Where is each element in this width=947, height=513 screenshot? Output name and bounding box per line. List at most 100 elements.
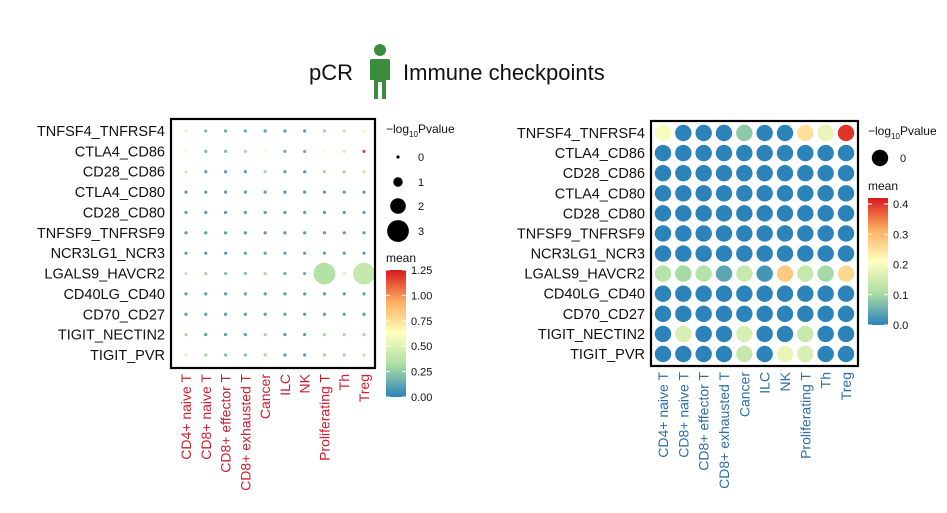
- column-label: CD8+ naive T: [198, 374, 214, 460]
- dot: [362, 353, 366, 357]
- dot: [283, 129, 287, 133]
- size-legend-title: −log10Pvalue: [868, 124, 937, 141]
- dot: [675, 225, 692, 242]
- dot: [362, 149, 366, 153]
- dot: [223, 312, 228, 316]
- row-label: TNFSF4_TNFRSF4: [517, 126, 645, 142]
- dot: [695, 345, 712, 363]
- dot: [303, 292, 307, 296]
- dot: [342, 353, 346, 357]
- dot: [184, 210, 188, 215]
- dot: [263, 312, 267, 316]
- dot: [715, 265, 733, 282]
- column-label: Cancer: [257, 374, 273, 419]
- dot: [736, 225, 753, 242]
- row-label: TNFSF9_TNFRSF9: [37, 226, 165, 242]
- dot: [776, 164, 794, 182]
- dot: [776, 205, 794, 222]
- dot: [342, 271, 346, 276]
- dot: [736, 325, 753, 343]
- dot: [797, 285, 814, 302]
- color-legend-title: mean: [868, 179, 898, 193]
- column-label: CD8+ exhausted T: [716, 372, 732, 489]
- dot: [797, 144, 814, 162]
- dot: [303, 251, 307, 255]
- dot: [837, 345, 855, 363]
- dot: [675, 124, 692, 142]
- row-label: NCR3LG1_NCR3: [51, 246, 165, 262]
- dot: [263, 292, 267, 296]
- dot: [817, 245, 834, 262]
- dot: [776, 285, 794, 302]
- size-legend-title: −log10Pvalue: [386, 122, 455, 139]
- dot: [322, 333, 327, 337]
- column-label: Treg: [356, 374, 372, 402]
- dot: [736, 144, 753, 162]
- dot: [817, 144, 834, 162]
- dot: [715, 285, 733, 302]
- dot: [736, 305, 753, 323]
- dot: [817, 325, 834, 343]
- dot: [303, 210, 307, 215]
- dot: [342, 333, 346, 337]
- dot: [756, 225, 773, 242]
- color-legend-tick: 0.3: [893, 229, 908, 241]
- dot: [283, 353, 287, 357]
- dot: [184, 312, 188, 316]
- dot: [243, 271, 247, 276]
- dot: [322, 312, 327, 316]
- dot: [184, 190, 188, 194]
- dot: [715, 164, 733, 182]
- person-body: [370, 59, 390, 99]
- dot: [243, 129, 247, 133]
- column-label: Proliferating T: [797, 372, 813, 459]
- row-label: CD28_CD86: [83, 165, 165, 181]
- dot: [342, 129, 346, 133]
- column-label: Treg: [838, 372, 854, 400]
- size-legend-label: 0: [418, 152, 424, 164]
- dot: [715, 345, 733, 363]
- dot: [204, 210, 208, 215]
- dot: [715, 124, 733, 142]
- color-legend-tick: 0.00: [411, 392, 432, 404]
- column-label: ILC: [277, 374, 293, 396]
- dot: [263, 149, 267, 153]
- dot: [184, 333, 188, 337]
- dot: [283, 210, 287, 215]
- dot: [817, 225, 834, 242]
- row-label: CTLA4_CD86: [555, 146, 645, 162]
- dot: [322, 251, 327, 255]
- title-right: Immune checkpoints: [403, 60, 605, 85]
- column-label: Proliferating T: [316, 374, 332, 461]
- column-label: CD8+ exhausted T: [237, 374, 253, 491]
- dot: [675, 205, 692, 222]
- dot: [756, 345, 773, 363]
- dot: [715, 205, 733, 222]
- row-label: TIGIT_NECTIN2: [538, 327, 645, 343]
- dot: [283, 149, 287, 153]
- dot: [243, 333, 247, 337]
- dot: [204, 149, 208, 153]
- dot: [283, 170, 287, 174]
- dot: [362, 210, 366, 215]
- dot: [283, 190, 287, 194]
- row-label: CTLA4_CD80: [75, 185, 165, 201]
- dot: [837, 265, 855, 282]
- column-label: Th: [818, 372, 834, 388]
- dot: [654, 144, 672, 162]
- column-label: CD4+ naive T: [655, 372, 671, 458]
- color-legend-tick: 0.75: [411, 316, 432, 328]
- dot: [243, 292, 247, 296]
- dot: [184, 353, 188, 357]
- dot: [342, 312, 346, 316]
- dot: [223, 292, 228, 296]
- dot: [776, 185, 794, 202]
- color-legend-title: mean: [386, 251, 416, 265]
- color-legend-tick: 1.00: [411, 290, 432, 302]
- column-label: CD8+ effector T: [218, 374, 234, 473]
- size-legend-label: 0: [900, 153, 906, 165]
- dot: [263, 210, 267, 215]
- color-legend-tick: 0.1: [893, 290, 908, 302]
- dot: [695, 164, 712, 182]
- dot: [322, 170, 327, 174]
